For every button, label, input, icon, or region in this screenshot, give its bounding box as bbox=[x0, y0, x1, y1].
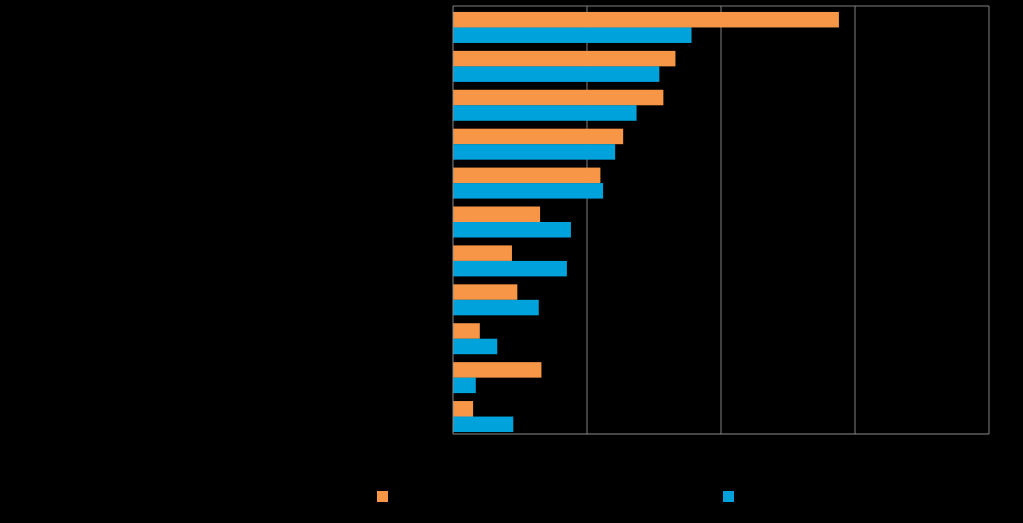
legend-marker-series1 bbox=[377, 491, 388, 502]
bar-series1-cat5 bbox=[453, 167, 601, 184]
legend bbox=[377, 491, 734, 502]
bar-series2-cat5 bbox=[453, 183, 604, 199]
bar-series2-cat1 bbox=[453, 27, 692, 43]
bar-series1-cat4 bbox=[453, 128, 624, 145]
bar-series1-cat11 bbox=[453, 401, 474, 417]
bar-series1-cat3 bbox=[453, 89, 664, 106]
bar-series1-cat9 bbox=[453, 323, 480, 339]
bar-series2-cat3 bbox=[453, 105, 637, 121]
bar-series1-cat7 bbox=[453, 245, 512, 261]
bar-series1-cat10 bbox=[453, 362, 542, 378]
legend-marker-series2 bbox=[723, 491, 734, 502]
bar-series2-cat11 bbox=[453, 416, 514, 433]
bars bbox=[453, 11, 839, 433]
bar-series2-cat6 bbox=[453, 222, 571, 238]
bar-series1-cat2 bbox=[453, 50, 676, 67]
bar-series1-cat8 bbox=[453, 284, 518, 300]
bar-series2-cat7 bbox=[453, 260, 567, 277]
bar-series2-cat2 bbox=[453, 66, 660, 82]
bar-series2-cat10 bbox=[453, 377, 476, 394]
gridlines bbox=[453, 5, 990, 434]
bar-series1-cat1 bbox=[453, 11, 839, 28]
bar-series2-cat9 bbox=[453, 338, 498, 355]
bar-series2-cat8 bbox=[453, 299, 539, 316]
bar-series2-cat4 bbox=[453, 144, 616, 160]
axes bbox=[452, 6, 989, 435]
bar-series1-cat6 bbox=[453, 206, 541, 222]
